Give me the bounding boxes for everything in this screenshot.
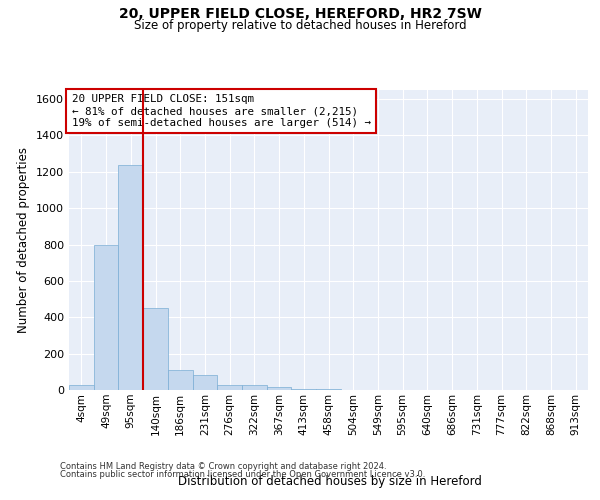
Y-axis label: Number of detached properties: Number of detached properties (17, 147, 31, 333)
Text: 20, UPPER FIELD CLOSE, HEREFORD, HR2 7SW: 20, UPPER FIELD CLOSE, HEREFORD, HR2 7SW (119, 8, 481, 22)
Bar (292, 388, 316, 390)
Text: Contains HM Land Registry data © Crown copyright and database right 2024.: Contains HM Land Registry data © Crown c… (60, 462, 386, 471)
Bar (217, 385, 242, 390)
Bar (168, 370, 193, 390)
Bar (69, 385, 94, 390)
Bar (94, 244, 118, 390)
Bar (242, 385, 267, 390)
Bar (143, 308, 168, 390)
Text: Contains public sector information licensed under the Open Government Licence v3: Contains public sector information licen… (60, 470, 425, 479)
Bar (118, 164, 143, 390)
Text: 20 UPPER FIELD CLOSE: 151sqm
← 81% of detached houses are smaller (2,215)
19% of: 20 UPPER FIELD CLOSE: 151sqm ← 81% of de… (71, 94, 371, 128)
Bar (193, 374, 217, 390)
Bar (267, 386, 292, 390)
Text: Size of property relative to detached houses in Hereford: Size of property relative to detached ho… (134, 19, 466, 32)
Text: Distribution of detached houses by size in Hereford: Distribution of detached houses by size … (178, 474, 482, 488)
